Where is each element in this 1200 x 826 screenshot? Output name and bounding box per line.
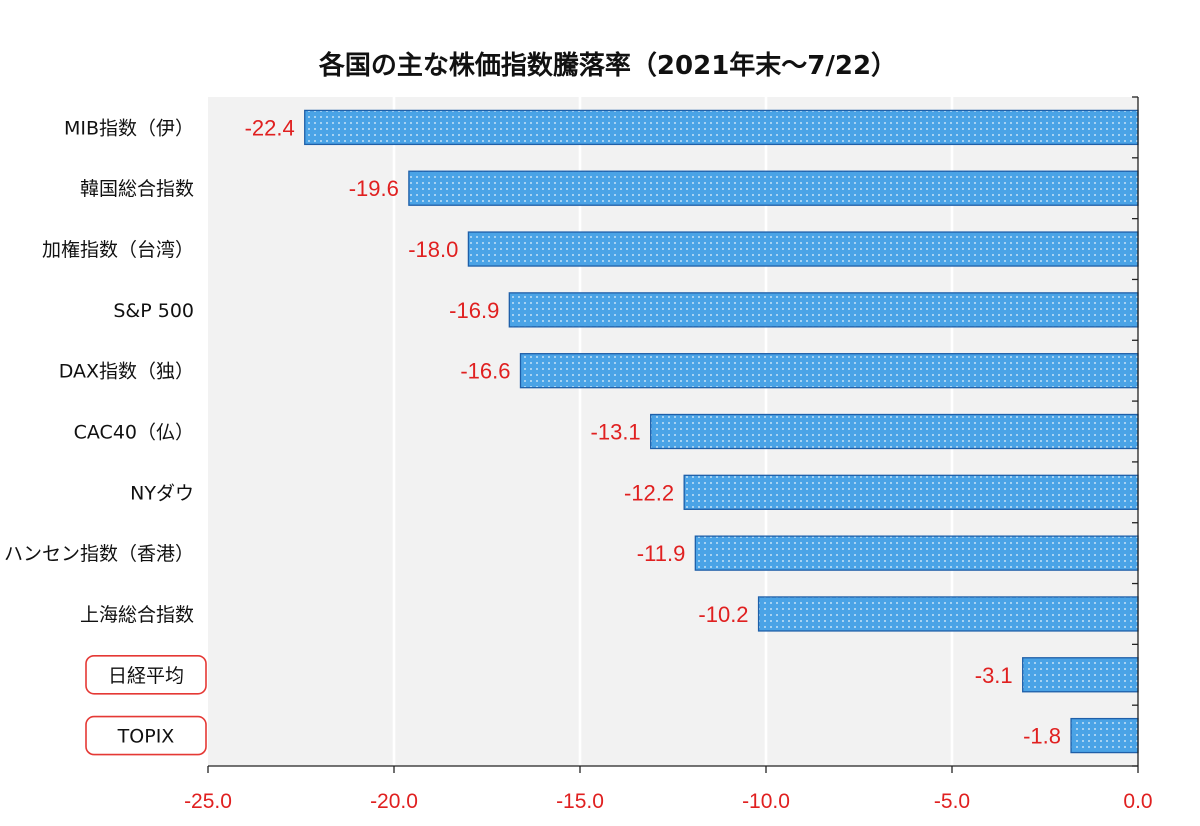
bar xyxy=(694,535,1139,571)
data-label: -12.2 xyxy=(624,480,674,505)
bar xyxy=(1022,657,1139,693)
category-label: 日経平均 xyxy=(108,665,184,687)
category-label: TOPIX xyxy=(117,726,175,748)
bar xyxy=(408,170,1139,206)
x-tick-label: -5.0 xyxy=(934,790,970,813)
bar xyxy=(508,292,1139,328)
category-label: ハンセン指数（香港） xyxy=(4,543,194,565)
data-label: -16.6 xyxy=(460,359,510,384)
x-tick-label: -10.0 xyxy=(742,790,790,813)
category-label: 韓国総合指数 xyxy=(80,178,194,200)
data-label: -3.1 xyxy=(975,663,1013,688)
x-tick-label: -15.0 xyxy=(556,790,604,813)
data-label: -19.6 xyxy=(349,176,399,201)
data-label: -10.2 xyxy=(698,602,748,627)
bar xyxy=(304,109,1139,146)
chart-title: 各国の主な株価指数騰落率（2021年末～7/22） xyxy=(318,50,897,81)
bars: -22.4 -19.6 -18.0 -16.9 -16.6 -13.1 -12.2 -11.9… xyxy=(245,109,1139,754)
category-label: 上海総合指数 xyxy=(80,604,194,626)
highlight-box xyxy=(85,654,207,695)
bar xyxy=(519,353,1139,389)
data-label: -16.9 xyxy=(449,298,499,323)
highlight-box xyxy=(85,715,207,756)
category-label: 加権指数（台湾） xyxy=(42,239,194,261)
x-tick-label: -20.0 xyxy=(370,790,418,813)
x-tick-label: 0.0 xyxy=(1123,790,1152,813)
data-label: -22.4 xyxy=(245,115,295,140)
bar xyxy=(1070,717,1139,754)
category-label: MIB指数（伊） xyxy=(64,117,194,139)
x-tick-label: -25.0 xyxy=(184,790,232,813)
data-label: -11.9 xyxy=(637,541,686,566)
category-label: NYダウ xyxy=(130,482,194,504)
x-axis: -25.0 -20.0 -15.0 -10.0 -5.0 0.0 xyxy=(184,96,1153,813)
bar xyxy=(683,474,1139,510)
data-label: -13.1 xyxy=(591,420,641,445)
bar xyxy=(757,596,1139,632)
bar xyxy=(467,231,1139,267)
data-label: -18.0 xyxy=(408,237,458,262)
category-label: S&P 500 xyxy=(113,300,194,322)
category-label: CAC40（仏） xyxy=(74,422,194,444)
bar xyxy=(650,413,1139,450)
data-label: -1.8 xyxy=(1023,724,1061,749)
category-label: DAX指数（独） xyxy=(59,361,194,383)
